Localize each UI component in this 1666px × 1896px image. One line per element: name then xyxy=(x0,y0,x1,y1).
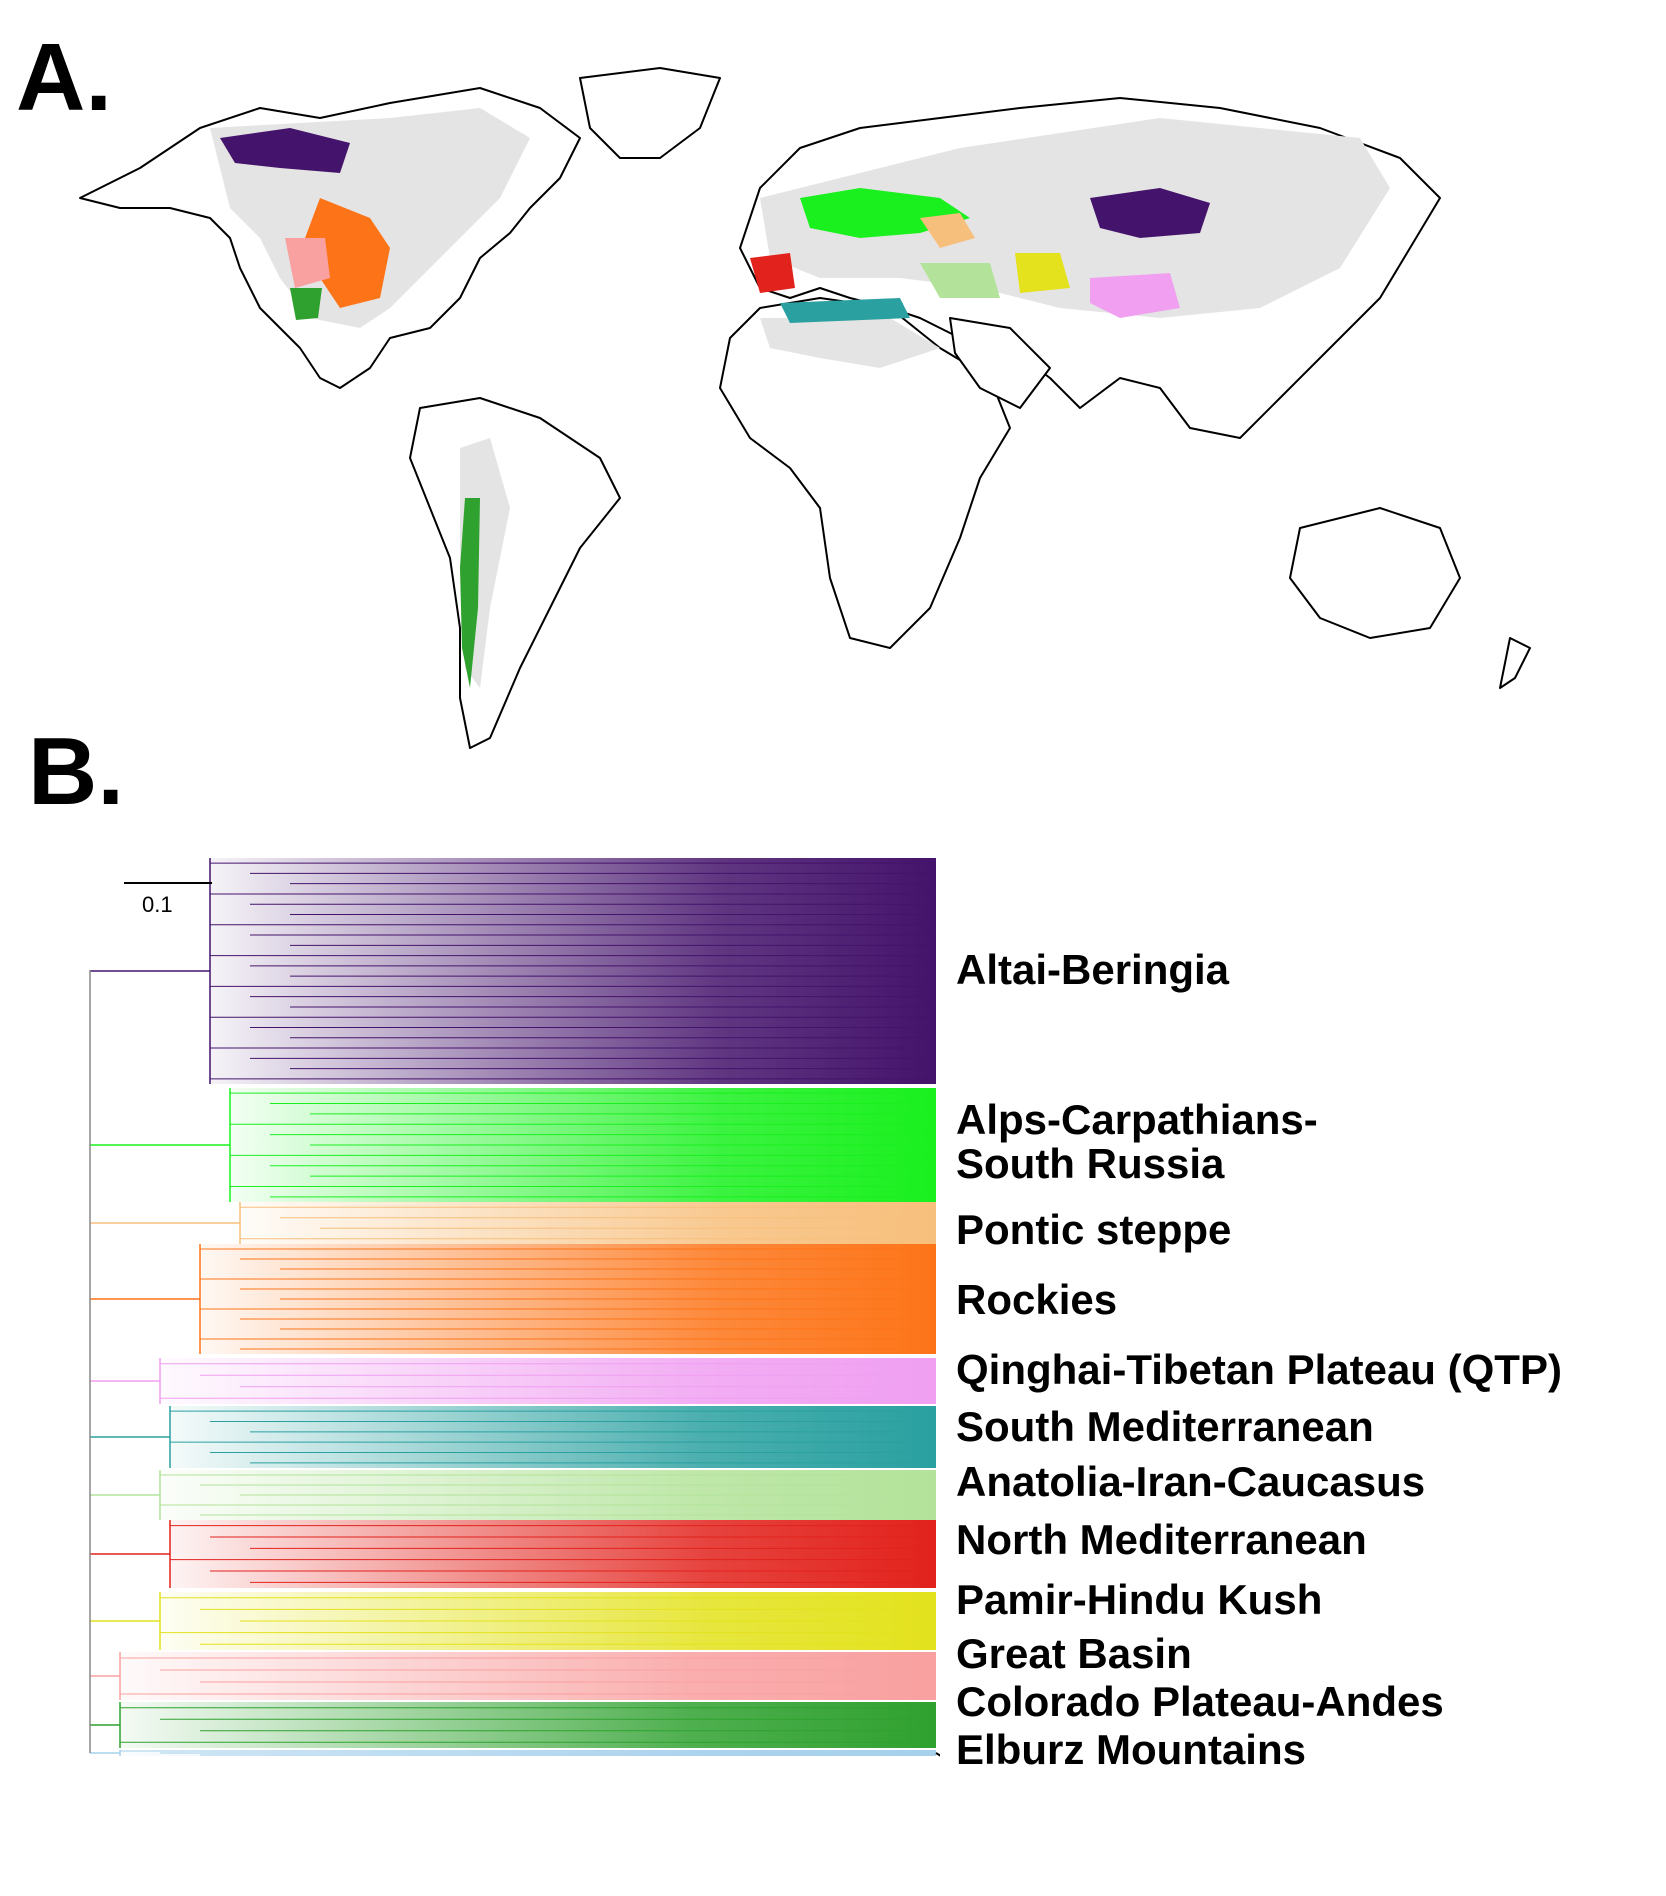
patch-altai-beringia-na xyxy=(220,128,350,173)
clade-label-smed: South Mediterranean xyxy=(956,1405,1374,1449)
patch-qtp xyxy=(1090,273,1180,318)
patch-south-mediterranean xyxy=(780,298,910,323)
clade-label-line: Anatolia-Iran-Caucasus xyxy=(956,1458,1426,1505)
patch-rockies xyxy=(305,198,390,308)
elburz-pointer xyxy=(935,1752,940,1757)
clade-label-line: Great Basin xyxy=(956,1630,1192,1677)
south-america-outline xyxy=(409,397,621,749)
world-distribution-map xyxy=(79,67,1531,749)
clade-block-altai xyxy=(210,858,936,1084)
clade-label-rockies: Rockies xyxy=(956,1278,1117,1322)
patch-altai-beringia-asia xyxy=(1090,188,1210,238)
patch-colorado-plateau xyxy=(290,288,322,320)
clade-label-altai: Altai-Beringia xyxy=(956,948,1229,992)
clade-label-line: Rockies xyxy=(956,1276,1118,1323)
clade-label-pontic: Pontic steppe xyxy=(956,1208,1231,1252)
patch-great-basin xyxy=(285,238,330,288)
new-zealand-outline xyxy=(1499,637,1531,689)
clade-label-line: Pamir-Hindu Kush xyxy=(956,1576,1323,1623)
clade-block-smed xyxy=(170,1406,936,1468)
clade-label-elburz: Elburz Mountains xyxy=(956,1728,1306,1772)
patch-pamir-hindu-kush xyxy=(1015,253,1070,293)
patch-anatolia-iran-caucasus xyxy=(920,263,1000,298)
tree-backbone xyxy=(89,858,940,1757)
clade-label-line: Colorado Plateau-Andes xyxy=(956,1678,1444,1725)
clade-block-pontic xyxy=(240,1202,936,1244)
clade-block-colorado xyxy=(120,1702,936,1748)
colored-range-patches xyxy=(220,128,1210,688)
clade-block-nmed xyxy=(170,1520,936,1588)
clade-label-anatolia: Anatolia-Iran-Caucasus xyxy=(956,1460,1425,1504)
clade-block-basin xyxy=(120,1652,936,1700)
clade-label-line: Qinghai-Tibetan Plateau (QTP) xyxy=(956,1346,1562,1393)
clade-label-line: Pontic steppe xyxy=(956,1206,1232,1253)
patch-north-mediterranean xyxy=(750,253,795,293)
panel-a-label: A. xyxy=(16,24,112,131)
clade-label-pamir: Pamir-Hindu Kush xyxy=(956,1578,1322,1622)
clade-block-qtp xyxy=(160,1358,936,1404)
patch-andes xyxy=(460,498,480,688)
scale-bar xyxy=(124,882,212,884)
clade-label-qtp: Qinghai-Tibetan Plateau (QTP) xyxy=(956,1348,1562,1392)
clade-label-line: North Mediterranean xyxy=(956,1516,1367,1563)
clade-label-line: Elburz Mountains xyxy=(956,1726,1306,1773)
clade-blocks xyxy=(120,858,936,1756)
patch-pontic-steppe xyxy=(920,213,975,248)
panel-b-label: B. xyxy=(28,718,124,825)
clade-label-nmed: North Mediterranean xyxy=(956,1518,1367,1562)
clade-label-line: Alps-Carpathians- xyxy=(956,1096,1318,1143)
clade-label-line: South Mediterranean xyxy=(956,1403,1374,1450)
clade-label-line: Altai-Beringia xyxy=(956,946,1230,993)
africa-outline xyxy=(719,297,1011,649)
australia-outline xyxy=(1289,507,1461,639)
greenland-outline xyxy=(579,67,721,159)
clade-label-alps: Alps-Carpathians- South Russia xyxy=(956,1098,1318,1186)
clade-label-colorado: Colorado Plateau-Andes xyxy=(956,1680,1444,1724)
clade-label-basin: Great Basin xyxy=(956,1632,1192,1676)
scale-bar-label: 0.1 xyxy=(142,892,173,917)
arabia-outline xyxy=(949,317,1051,409)
phylogenetic-tree xyxy=(89,858,940,1757)
clade-label-line: South Russia xyxy=(956,1140,1225,1187)
